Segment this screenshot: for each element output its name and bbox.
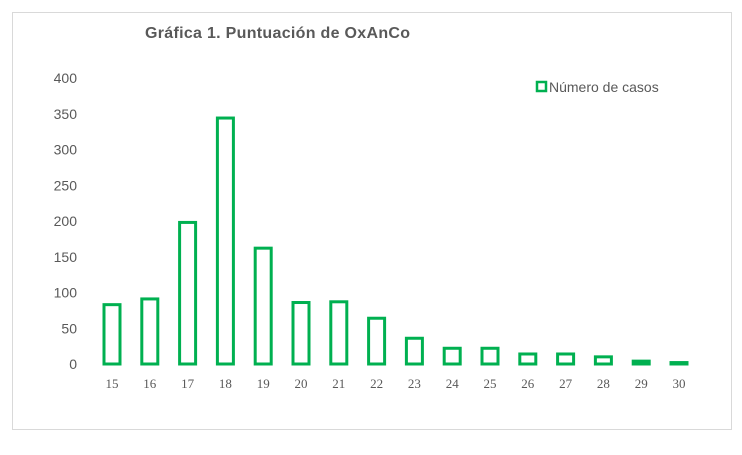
bar: [518, 352, 538, 366]
x-tick-label: 21: [332, 376, 345, 391]
bar: [669, 361, 689, 366]
legend-swatch: [535, 80, 548, 93]
bar: [329, 300, 349, 366]
y-axis: 0 50 100 150 200 250 300 350 400: [54, 70, 78, 372]
bars: [102, 116, 689, 366]
legend-label: Número de casos: [549, 79, 659, 95]
bar: [593, 355, 613, 366]
x-tick-label: 25: [484, 376, 497, 391]
x-tick-label: 30: [673, 376, 686, 391]
chart-title: Gráfica 1. Puntuación de OxAnCo: [145, 25, 410, 42]
x-tick-label: 27: [559, 376, 573, 391]
y-tick-label: 100: [54, 285, 78, 301]
x-tick-label: 23: [408, 376, 421, 391]
y-tick-label: 250: [54, 177, 78, 193]
x-tick-label: 15: [106, 376, 119, 391]
y-tick-label: 350: [54, 106, 78, 122]
y-tick-label: 0: [69, 356, 77, 372]
bar: [102, 303, 122, 366]
x-axis: 15 16 17 18 19 20 21 22 23 24 25 26 27 28 29 30: [106, 376, 686, 391]
x-tick-label: 16: [143, 376, 157, 391]
bar: [367, 316, 387, 366]
y-tick-label: 400: [54, 70, 78, 86]
x-tick-label: 29: [635, 376, 648, 391]
x-tick-label: 24: [446, 376, 460, 391]
bar: [291, 301, 311, 366]
bar: [442, 346, 462, 366]
legend: Número de casos: [535, 79, 659, 95]
x-tick-label: 18: [219, 376, 232, 391]
x-tick-label: 19: [257, 376, 270, 391]
bar: [140, 297, 160, 366]
x-tick-label: 17: [181, 376, 195, 391]
y-tick-label: 50: [61, 320, 77, 336]
bar: [480, 346, 500, 366]
bar: [215, 116, 235, 366]
x-tick-label: 26: [521, 376, 535, 391]
bar: [631, 359, 651, 366]
y-tick-label: 150: [54, 249, 78, 265]
bar: [178, 220, 198, 366]
y-tick-label: 200: [54, 213, 78, 229]
x-tick-label: 22: [370, 376, 383, 391]
x-tick-label: 28: [597, 376, 610, 391]
x-tick-label: 20: [295, 376, 308, 391]
bar: [404, 336, 424, 366]
bar: [556, 352, 576, 366]
y-tick-label: 300: [54, 142, 78, 158]
bar: [253, 246, 273, 366]
